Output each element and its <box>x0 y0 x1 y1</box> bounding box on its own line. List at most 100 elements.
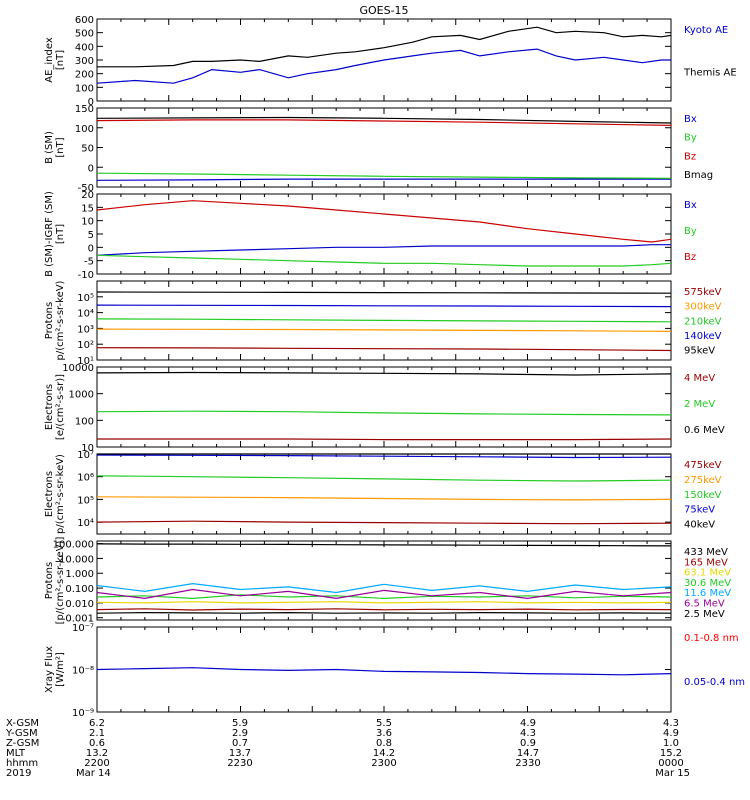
series-line-0-05-0-4-nm <box>96 667 672 676</box>
x-axis-value: 2300 <box>371 758 396 769</box>
x-axis-value: 0.9 <box>520 738 536 749</box>
x-axis-value: 0.6 <box>89 738 105 749</box>
y-tick-label: -50 <box>78 183 94 194</box>
y-axis-label-line: p/(cm²-s-sr-keV) <box>55 454 66 534</box>
x-axis-value: Mar 15 <box>655 768 690 779</box>
y-axis-label-line: AE_index <box>44 37 55 83</box>
x-axis-value: 0000 <box>658 758 683 769</box>
series-line-150kev <box>96 475 672 482</box>
y-axis-label: B (SM)[nT] <box>44 131 66 164</box>
x-axis-value: 2330 <box>515 758 540 769</box>
series-line-kyoto-ae <box>96 48 671 84</box>
panel-ae: 0 100 200 300 400 500 600 AE_index[nT] Kyoto AE T… <box>44 15 737 108</box>
y-axis-label: Protons[p/(cm²-s-sr-keV)] <box>44 537 66 625</box>
y-axis-label-line: Xray Flux <box>44 646 55 693</box>
x-axis-value: 4.9 <box>663 728 679 739</box>
y-axis-label-line: Protons <box>44 562 55 599</box>
series-line-bmag <box>96 116 672 124</box>
y-axis-label-line: Protons <box>44 302 55 339</box>
y-tick-label: 0 <box>88 97 94 108</box>
series-line-themis-ae <box>97 26 672 68</box>
y-axis-label-line: B (SM)-IGRF (SM) <box>44 191 55 277</box>
y-tick-label: 10 <box>81 443 94 454</box>
y-tick-label: 15 <box>81 203 94 214</box>
panel-frame <box>96 193 672 275</box>
y-tick-label: 10⁴ <box>77 309 94 320</box>
legend-label: By <box>684 133 697 144</box>
legend-label: 433 MeV <box>684 547 728 558</box>
y-tick-label: 150 <box>75 104 94 115</box>
panel-frame <box>96 366 672 448</box>
series-line-210kev <box>96 318 672 323</box>
x-axis-value: 1.0 <box>663 738 679 749</box>
series-line-by <box>96 254 672 267</box>
y-axis-label-line: [nT] <box>55 224 66 244</box>
x-axis-value: 2.9 <box>232 728 248 739</box>
y-tick-label: 10² <box>77 340 94 351</box>
x-axis-value: 5.5 <box>376 718 392 729</box>
x-axis-value: 0.7 <box>232 738 248 749</box>
series-line-30-6-mev <box>96 594 672 600</box>
y-tick-label: 10¹ <box>77 356 94 367</box>
y-tick-label: 10⁴ <box>77 518 94 529</box>
y-tick-label: 100 <box>75 83 94 94</box>
panel-protons2: 0.0010.0100.1001.00010.000100.000Protons… <box>44 537 731 625</box>
x-axis-value: 4.9 <box>520 718 536 729</box>
legend-label: 0.1-0.8 nm <box>684 633 739 644</box>
y-axis-label-line: [nT] <box>55 50 66 70</box>
row-label: X-GSM <box>6 718 39 729</box>
legend-label: 275keV <box>684 475 722 486</box>
y-axis-label: AE_index[nT] <box>44 37 66 83</box>
panel-protons1: 10¹ 10² 10³ 10⁴ 10⁵ Protonsp/(cm²-s-sr-keV) 57… <box>44 280 722 367</box>
y-tick-label: 10³ <box>77 324 94 335</box>
y-axis-label: Electrons[e/(cm²-s-sr)] <box>44 374 66 440</box>
y-axis-label: Protonsp/(cm²-s-sr-keV) <box>44 280 66 360</box>
row-label: MLT <box>6 748 26 759</box>
x-axis-value: 6.2 <box>89 718 105 729</box>
y-tick-label: 100.000 <box>53 540 94 551</box>
series-line-bx <box>96 178 671 181</box>
y-tick-label: 400 <box>75 42 94 53</box>
legend-label: 300keV <box>684 302 722 313</box>
panel-frame <box>96 540 672 621</box>
legend-label: 210keV <box>684 316 722 327</box>
y-tick-label: 100 <box>75 416 94 427</box>
y-axis-label-line: [nT] <box>55 137 66 157</box>
x-axis-value: 4.3 <box>520 728 536 739</box>
panel-electrons2: 10⁴ 10⁵ 10⁶ 10⁷ Electronsp/(cm²-s-sr-keV) 475… <box>44 450 722 535</box>
y-tick-label: -10 <box>78 270 94 281</box>
legend-label: 4 MeV <box>684 373 715 384</box>
x-axis-value: 2.1 <box>89 728 105 739</box>
legend-label: 6.5 MeV <box>684 598 725 609</box>
panel-xray: 10⁻⁹ 10⁻⁸ 10⁻⁷ Xray Flux[W/m²] 0.1-0.8 nm 0.0… <box>44 623 745 719</box>
legend-label: 2.5 MeV <box>684 609 725 620</box>
y-tick-label: 0 <box>88 163 94 174</box>
series-line-0-6-mev <box>96 371 672 376</box>
y-axis-label: Xray Flux[W/m²] <box>44 646 66 693</box>
series-line-575kev <box>96 347 672 352</box>
legend-label: 475keV <box>684 460 722 471</box>
y-tick-label: 500 <box>75 29 94 40</box>
row-label: Y-GSM <box>5 728 38 739</box>
x-axis-value: 14.7 <box>517 748 539 759</box>
x-axis-ephemeris-table: X-GSMY-GSMZ-GSMMLThhmm20196.22.10.613.22… <box>5 718 690 779</box>
x-axis-value: 13.7 <box>229 748 251 759</box>
x-axis-value: 13.2 <box>86 748 108 759</box>
y-axis-label-line: Electrons <box>44 384 55 430</box>
row-label: hhmm <box>6 758 38 769</box>
legend-label: 30.6 MeV <box>684 578 731 589</box>
legend-label: 63.1 MeV <box>684 568 731 579</box>
y-tick-label: 10⁻⁹ <box>72 708 94 719</box>
series-line-bz <box>96 119 672 126</box>
y-axis-label-line: [W/m²] <box>55 652 66 687</box>
y-tick-label: 300 <box>75 56 94 67</box>
y-tick-label: 0.100 <box>65 584 94 595</box>
y-axis-label-line: Electrons <box>44 471 55 517</box>
series-line-433-mev <box>96 543 672 547</box>
y-axis-label-line: B (SM) <box>44 131 55 164</box>
legend-label: 575keV <box>684 287 722 298</box>
series-line-140kev <box>96 304 672 308</box>
y-axis-label-line: p/(cm²-s-sr-keV) <box>55 280 66 360</box>
